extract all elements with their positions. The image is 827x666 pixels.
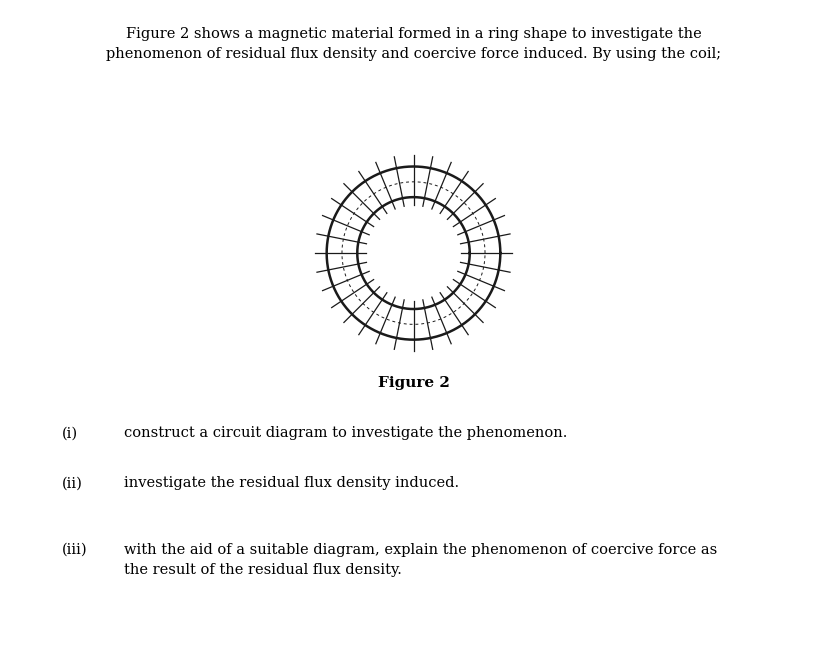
Text: Figure 2 shows a magnetic material formed in a ring shape to investigate the
phe: Figure 2 shows a magnetic material forme… bbox=[106, 27, 721, 61]
Text: construct a circuit diagram to investigate the phenomenon.: construct a circuit diagram to investiga… bbox=[124, 426, 567, 440]
Text: (i): (i) bbox=[62, 426, 78, 440]
Text: investigate the residual flux density induced.: investigate the residual flux density in… bbox=[124, 476, 459, 490]
Text: (ii): (ii) bbox=[62, 476, 83, 490]
Text: Figure 2: Figure 2 bbox=[378, 376, 449, 390]
Text: with the aid of a suitable diagram, explain the phenomenon of coercive force as
: with the aid of a suitable diagram, expl… bbox=[124, 543, 717, 577]
Text: (iii): (iii) bbox=[62, 543, 88, 557]
